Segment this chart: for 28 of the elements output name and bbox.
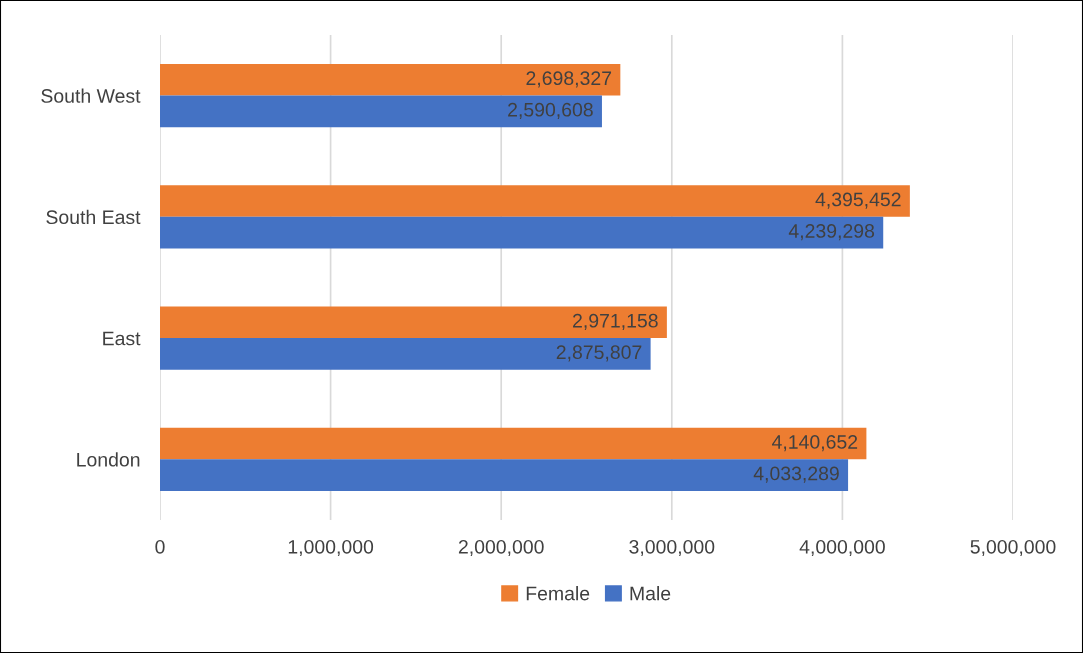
- y-tick-label: East: [103, 331, 141, 346]
- data-label: 2,875,807: [556, 345, 642, 362]
- bar: [160, 306, 667, 339]
- x-tick-label: 5,000,000: [970, 539, 1056, 557]
- data-label: 4,140,652: [772, 435, 858, 452]
- data-label: 2,590,608: [508, 102, 593, 119]
- data-label: 2,698,327: [526, 71, 612, 88]
- legend-label: Female: [526, 586, 590, 601]
- x-tick-label: 3,000,000: [629, 539, 715, 557]
- y-tick-label: South East: [46, 209, 141, 225]
- bar: [160, 95, 602, 128]
- bar: [160, 216, 884, 249]
- legend-label: Male: [630, 586, 671, 601]
- y-tick-label: South West: [41, 88, 141, 103]
- bar: [160, 185, 910, 217]
- data-label: 4,033,289: [753, 466, 839, 483]
- data-label: 4,395,452: [815, 192, 901, 209]
- x-tick-label: 2,000,000: [458, 539, 544, 557]
- y-tick-label: London: [77, 452, 140, 467]
- x-tick-label: 1,000,000: [288, 539, 374, 557]
- data-label: 2,971,158: [573, 313, 658, 330]
- bar: [160, 459, 849, 491]
- x-tick-label: 4,000,000: [799, 539, 885, 557]
- bar: [160, 338, 651, 370]
- data-label: 4,239,298: [788, 224, 875, 241]
- bar: [160, 427, 867, 460]
- bar: [160, 64, 621, 96]
- x-tick-label: 0: [155, 539, 165, 554]
